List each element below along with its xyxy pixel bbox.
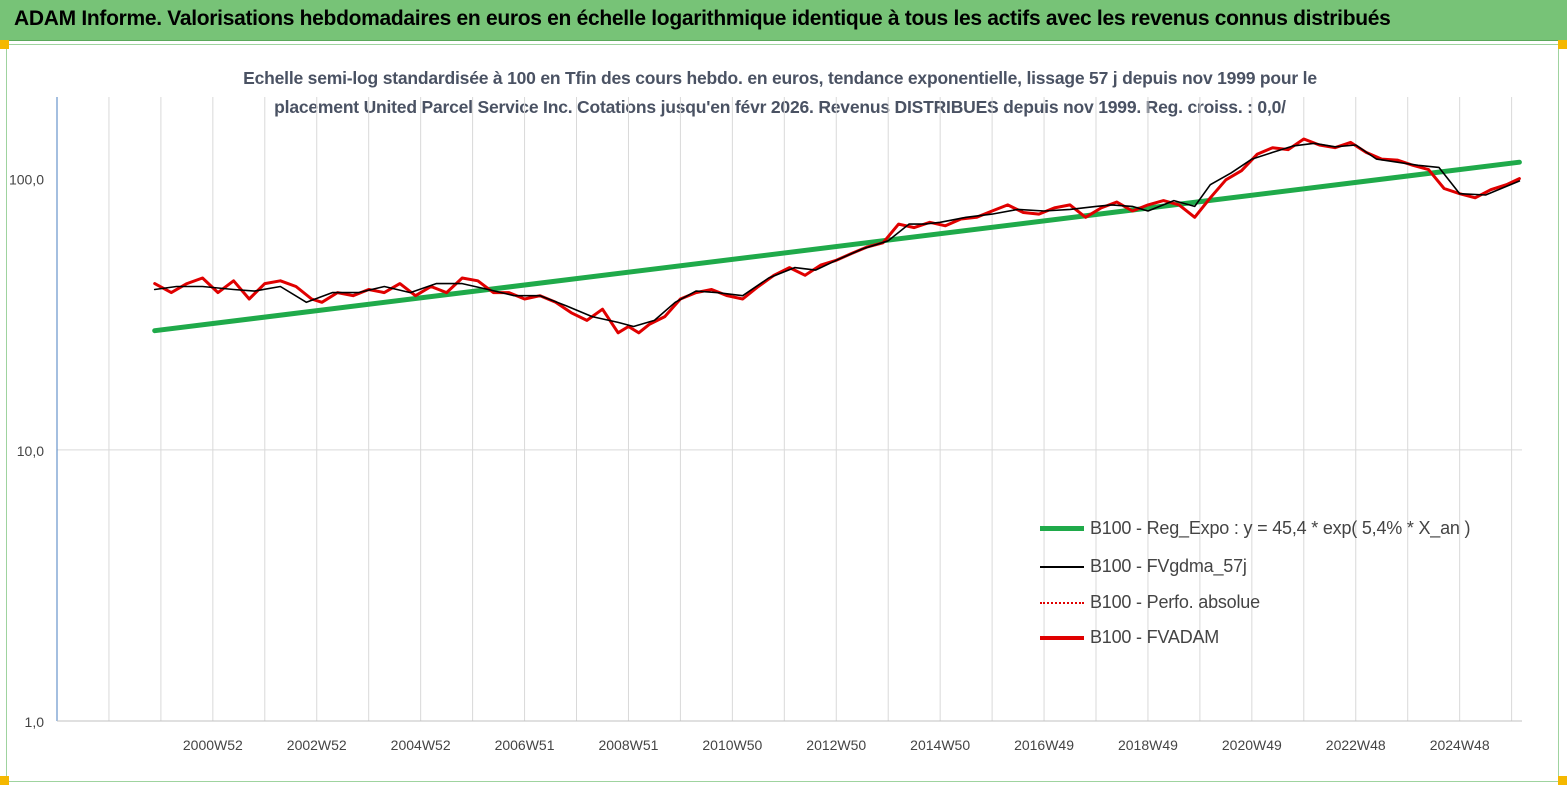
y-tick-label: 100,0 [9, 172, 44, 188]
chart-title-line-2: placement United Parcel Service Inc. Cot… [274, 97, 1286, 117]
x-tick-label: 2018W49 [1118, 737, 1178, 753]
series-line-fvadam [153, 137, 1521, 335]
legend-swatch-trend [1040, 526, 1084, 531]
x-tick-label: 2012W50 [806, 737, 866, 753]
x-tick-label: 2020W49 [1222, 737, 1282, 753]
x-tick-label: 2000W52 [183, 737, 243, 753]
legend-label-smooth: B100 - FVgdma_57j [1090, 556, 1247, 576]
legend-label-fvadam: B100 - FVADAM [1090, 627, 1220, 647]
x-tick-label: 2002W52 [287, 737, 347, 753]
corner-marker-top-right [1558, 40, 1567, 49]
x-tick-label: 2024W48 [1430, 737, 1490, 753]
chart-title-line-1: Echelle semi-log standardisée à 100 en T… [243, 68, 1317, 88]
report-banner: ADAM Informe. Valorisations hebdomadaire… [0, 0, 1567, 41]
legend-swatch-smooth [1040, 566, 1084, 568]
x-tick-label: 2004W52 [391, 737, 451, 753]
x-tick-label: 2006W51 [495, 737, 555, 753]
y-tick-label: 10,0 [17, 443, 44, 459]
x-tick-label: 2016W49 [1014, 737, 1074, 753]
x-tick-label: 2008W51 [598, 737, 658, 753]
corner-marker-bottom-right [1558, 776, 1567, 785]
corner-marker-bottom-left [0, 776, 9, 785]
report-title: ADAM Informe. Valorisations hebdomadaire… [14, 7, 1391, 30]
legend-label-trend: B100 - Reg_Expo : y = 45,4 * exp( 5,4% *… [1090, 518, 1471, 538]
x-tick-label: 2022W48 [1326, 737, 1386, 753]
series-line-trend [152, 159, 1522, 334]
legend-label-perf: B100 - Perfo. absolue [1090, 592, 1260, 612]
x-tick-label: 2014W50 [910, 737, 970, 753]
series-line-smooth [153, 142, 1521, 328]
legend-swatch-fvadam [1040, 636, 1084, 640]
chart-frame [6, 44, 1559, 782]
legend-swatch-perf [1040, 602, 1084, 604]
x-tick-label: 2010W50 [702, 737, 762, 753]
corner-marker-top-left [0, 40, 9, 49]
y-tick-label: 1,0 [25, 714, 45, 730]
